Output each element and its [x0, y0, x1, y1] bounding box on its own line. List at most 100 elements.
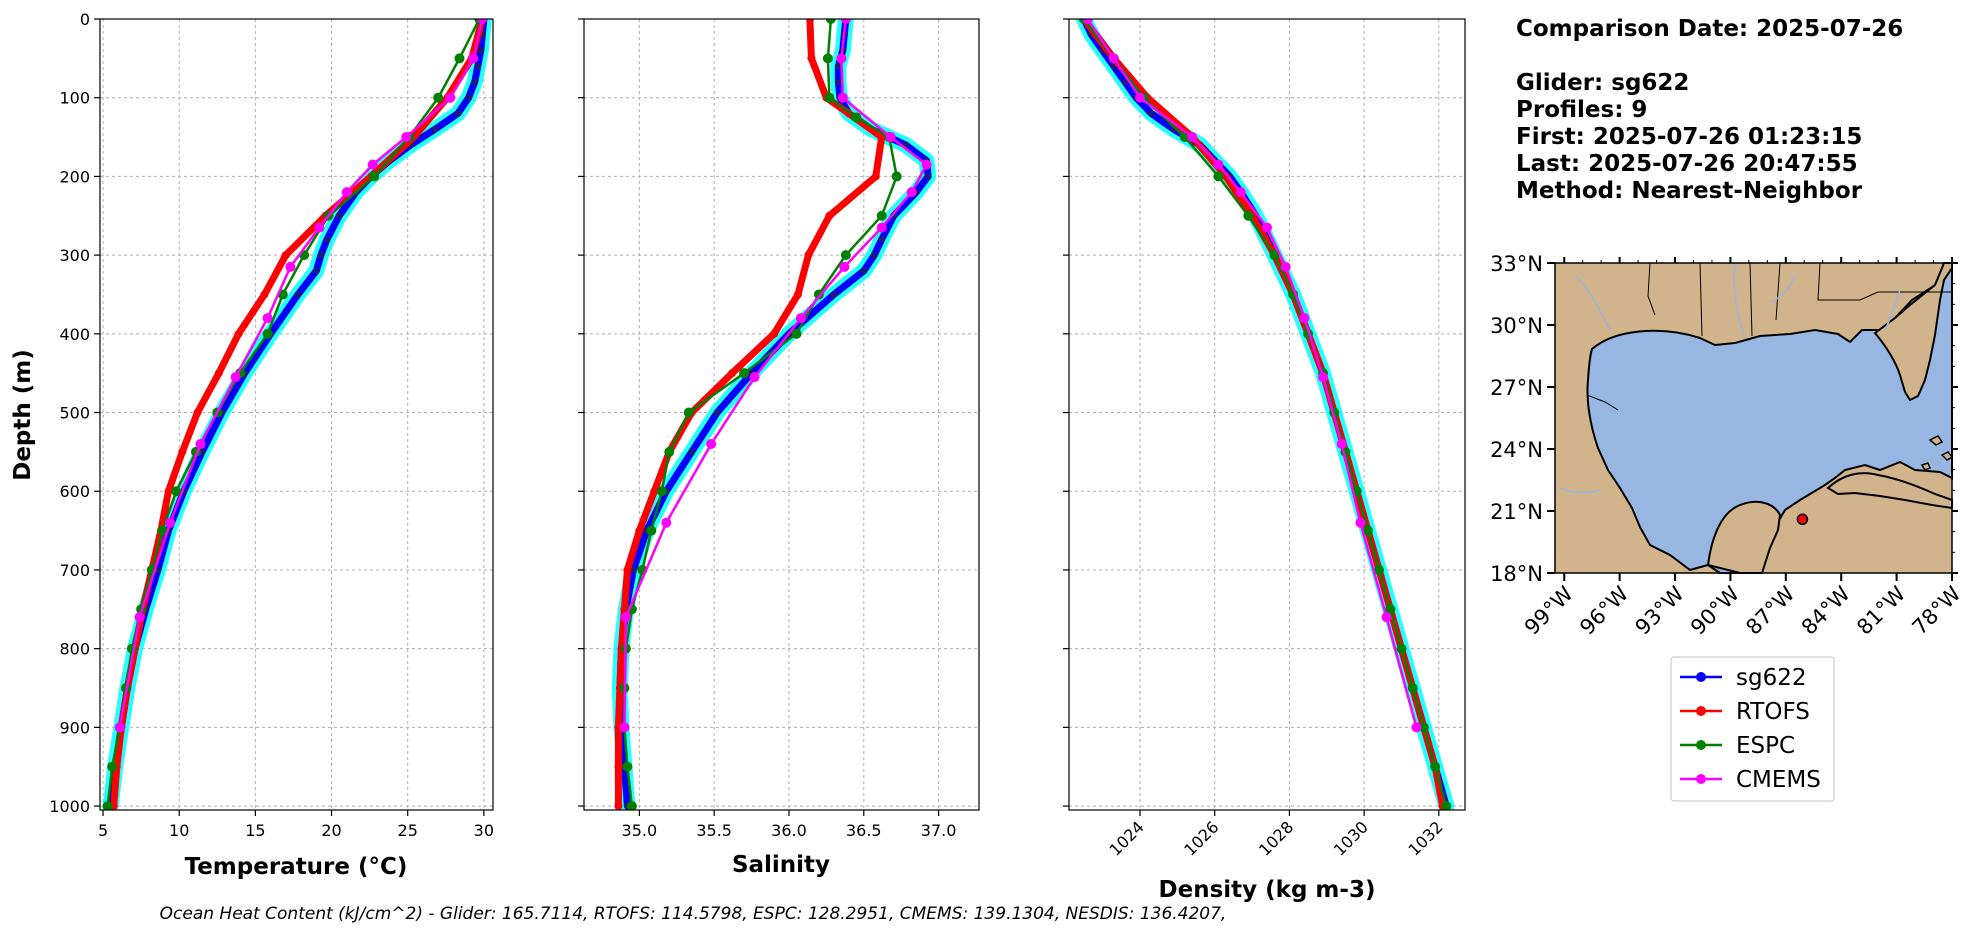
density-profile-panel: 1024 1026 1028 1030 1032 Density (kg m-3) — [1063, 18, 1466, 903]
salinity-cmems-point — [795, 313, 806, 324]
density-cmems-point — [1134, 92, 1145, 103]
temperature-rtofs-point — [214, 369, 223, 378]
longitude-tick-label: 96°W — [1575, 581, 1633, 639]
longitude-tick-label: 90°W — [1686, 581, 1744, 639]
temperature-sg622-point — [312, 267, 320, 275]
salinity-rtofs-point — [620, 605, 629, 614]
density-cmems-point — [1187, 132, 1198, 143]
density-cmems-point — [1108, 53, 1119, 64]
salinity-sg622-point — [834, 62, 842, 70]
salinity-tick-label: 36.0 — [771, 821, 807, 840]
salinity-sg622-point — [834, 78, 842, 86]
salinity-rtofs-point — [770, 329, 779, 338]
legend-box — [1670, 656, 1835, 802]
salinity-sg622-point — [629, 566, 637, 574]
temperature-series-cmems — [118, 19, 484, 728]
temperature-espc-point — [157, 525, 168, 536]
salinity-espc-point — [891, 171, 902, 182]
temperature-sg622-point — [474, 62, 482, 70]
density-cmems-point — [1411, 722, 1422, 733]
temperature-cmems-point — [195, 439, 206, 450]
legend-swatch-marker — [1696, 774, 1706, 784]
latitude-tick-label: 27°N — [1490, 376, 1543, 400]
density-tick-label: 1026 — [1180, 817, 1222, 859]
depth-tick-label: 0 — [80, 10, 90, 29]
density-axes-frame — [1068, 18, 1466, 811]
salinity-tick-label: 36.5 — [846, 821, 882, 840]
depth-tick-label: 600 — [59, 482, 90, 501]
temperature-rtofs-point — [178, 447, 187, 456]
density-tick-label: 1030 — [1330, 817, 1372, 859]
density-series-espc — [1082, 19, 1448, 807]
density-espc-point — [1418, 722, 1429, 733]
legend-swatch-marker — [1696, 706, 1706, 716]
temperature-cmems-point — [401, 132, 412, 143]
density-cmems-point — [1262, 222, 1272, 233]
comparison-date: Comparison Date: 2025-07-26 — [1516, 16, 1903, 42]
salinity-profile-panel: 35.0 35.5 36.0 36.5 37.0 Salinity — [578, 18, 980, 878]
legend-label: ESPC — [1736, 733, 1795, 759]
temperature-rtofs-point — [234, 329, 243, 338]
density-tick-label: 1032 — [1404, 817, 1446, 859]
salinity-tick-label: 35.5 — [696, 821, 732, 840]
density-cmems-point — [1355, 517, 1366, 528]
density-espc-point — [1385, 604, 1396, 615]
salinity-espc-point — [851, 112, 862, 123]
salinity-rtofs-point — [635, 526, 644, 535]
density-cmems-point — [1235, 187, 1246, 198]
temperature-sg622-point — [317, 251, 325, 259]
salinity-espc-point — [825, 19, 836, 24]
last-profile-time: Last: 2025-07-26 20:47:55 — [1516, 151, 1858, 177]
temperature-tick-label: 30 — [474, 821, 494, 840]
glider-position-marker — [1796, 513, 1809, 526]
temperature-sg622-point — [465, 94, 473, 102]
temperature-sg622-point — [471, 78, 479, 86]
depth-tick-label: 1000 — [49, 797, 90, 816]
temperature-tick-label: 10 — [169, 821, 189, 840]
temperature-cmems-point — [445, 92, 456, 103]
temperature-axes-frame — [99, 18, 494, 811]
gulf-of-mexico-map: 99°W96°W93°W90°W87°W84°W81°W78°W 33°N 30°N… — [1490, 252, 1966, 640]
density-sg622-point — [1147, 109, 1155, 117]
ocean-heat-content-footer: Ocean Heat Content (kJ/cm^2) - Glider: 1… — [160, 904, 1227, 924]
salinity-axis-label: Salinity — [732, 852, 830, 878]
temperature-rtofs-point — [260, 290, 269, 299]
temperature-sg622-point — [431, 125, 439, 133]
profile-count: Profiles: 9 — [1516, 97, 1647, 123]
salinity-espc-point — [840, 250, 851, 261]
gulf-of-mexico-water — [1586, 262, 1953, 574]
salinity-espc-point — [876, 210, 887, 221]
temperature-espc-point — [107, 761, 118, 772]
salinity-cmems-point — [619, 722, 630, 733]
temperature-sg622-point — [323, 235, 331, 243]
salinity-sg622-point — [830, 290, 838, 298]
map-frame — [1554, 262, 1953, 574]
density-espc-point — [1243, 210, 1254, 221]
temperature-espc-point — [171, 486, 182, 497]
density-espc-point — [1396, 643, 1407, 654]
longitude-tick-label: 84°W — [1797, 581, 1855, 639]
temperature-axis-label: Temperature (°C) — [185, 854, 408, 880]
longitude-tick-label: 81°W — [1852, 581, 1910, 639]
depth-tick-label: 200 — [59, 167, 90, 186]
temperature-cmems-point — [114, 722, 125, 733]
temperature-tick-label: 25 — [398, 821, 418, 840]
salinity-rtofs-point — [793, 290, 802, 299]
legend: sg622 RTOFS ESPC CMEMS — [1670, 656, 1835, 802]
temperature-cmems-point — [341, 187, 352, 198]
salinity-espc-point — [822, 53, 833, 64]
salinity-cmems-point — [620, 612, 631, 623]
salinity-espc-point — [813, 289, 824, 300]
density-tick-label: 1028 — [1255, 817, 1297, 859]
salinity-rtofs-point — [871, 172, 880, 181]
temperature-cmems-point — [285, 261, 296, 272]
legend-swatch-marker — [1696, 740, 1706, 750]
salinity-cmems-point — [839, 261, 850, 272]
salinity-rtofs-point — [807, 54, 816, 63]
cuba-island — [1826, 472, 1953, 510]
salinity-espc-point — [622, 761, 633, 772]
comparison-info-block: Comparison Date: 2025-07-26 Glider: sg62… — [1516, 16, 1903, 204]
salinity-rtofs-point — [804, 251, 813, 260]
latitude-tick-label: 21°N — [1490, 500, 1543, 524]
legend-label: sg622 — [1736, 665, 1806, 691]
